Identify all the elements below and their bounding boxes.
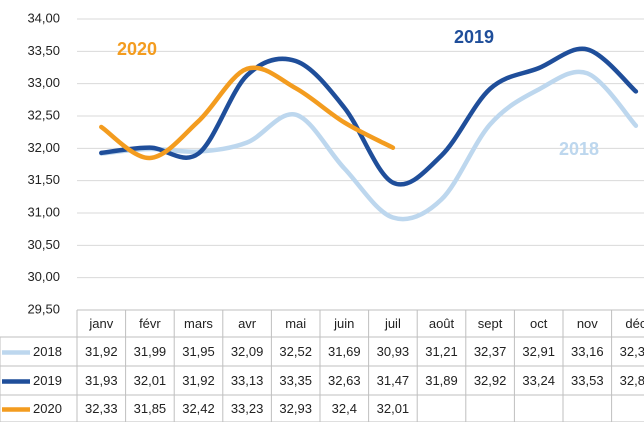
- table-value: 32,4: [332, 401, 357, 416]
- y-tick-label: 33,50: [27, 43, 60, 58]
- table-value: 32,42: [182, 401, 215, 416]
- table-value: 31,69: [328, 344, 361, 359]
- table-value: 30,93: [377, 344, 410, 359]
- legend-label: 2020: [33, 401, 62, 416]
- x-tick-label: févr: [139, 316, 161, 331]
- x-tick-label: juin: [333, 316, 354, 331]
- table-value: 32,52: [279, 344, 312, 359]
- y-tick-label: 30,50: [27, 237, 60, 252]
- table-value: 32,88: [620, 373, 644, 388]
- table-value: 31,85: [134, 401, 167, 416]
- table-value: 32,37: [474, 344, 507, 359]
- table-value: 32,35: [620, 344, 644, 359]
- table-value: 31,99: [134, 344, 167, 359]
- table-value: 32,63: [328, 373, 361, 388]
- x-tick-label: août: [429, 316, 455, 331]
- x-tick-label: mars: [184, 316, 213, 331]
- x-tick-label: nov: [577, 316, 598, 331]
- table-value: 32,91: [522, 344, 555, 359]
- table-value: 32,92: [474, 373, 507, 388]
- table-value: 32,01: [134, 373, 167, 388]
- x-tick-label: sept: [478, 316, 503, 331]
- y-tick-label: 31,50: [27, 172, 60, 187]
- table-value: 33,35: [279, 373, 312, 388]
- table-value: 31,92: [85, 344, 118, 359]
- table-value: 31,93: [85, 373, 118, 388]
- series-label: 2019: [454, 27, 494, 47]
- table-value: 31,89: [425, 373, 458, 388]
- series-line: [99, 65, 396, 161]
- y-tick-label: 33,00: [27, 75, 60, 90]
- y-tick-label: 30,00: [27, 269, 60, 284]
- series-label: 2018: [559, 139, 599, 159]
- y-tick-label: 32,00: [27, 140, 60, 155]
- legend-label: 2019: [33, 373, 62, 388]
- table-value: 31,95: [182, 344, 215, 359]
- x-tick-label: juil: [384, 316, 401, 331]
- table-value: 32,33: [85, 401, 118, 416]
- table-value: 31,92: [182, 373, 215, 388]
- table-value: 31,47: [377, 373, 410, 388]
- x-tick-label: oct: [530, 316, 548, 331]
- table-value: 31,21: [425, 344, 458, 359]
- x-tick-label: mai: [285, 316, 306, 331]
- y-tick-label: 34,00: [27, 10, 60, 25]
- y-tick-label: 29,50: [27, 301, 60, 316]
- x-tick-label: janv: [88, 316, 113, 331]
- series-line: [99, 46, 639, 187]
- table-value: 33,16: [571, 344, 604, 359]
- series-label: 2020: [117, 39, 157, 59]
- table-value: 33,24: [522, 373, 555, 388]
- table-value: 32,93: [279, 401, 312, 416]
- y-tick-label: 31,00: [27, 204, 60, 219]
- x-tick-label: avr: [238, 316, 257, 331]
- table-value: 32,09: [231, 344, 264, 359]
- table-value: 33,23: [231, 401, 264, 416]
- x-tick-label: déc: [625, 316, 644, 331]
- table-value: 32,01: [377, 401, 410, 416]
- table-value: 33,13: [231, 373, 264, 388]
- legend-label: 2018: [33, 344, 62, 359]
- y-tick-label: 32,50: [27, 107, 60, 122]
- table-value: 33,53: [571, 373, 604, 388]
